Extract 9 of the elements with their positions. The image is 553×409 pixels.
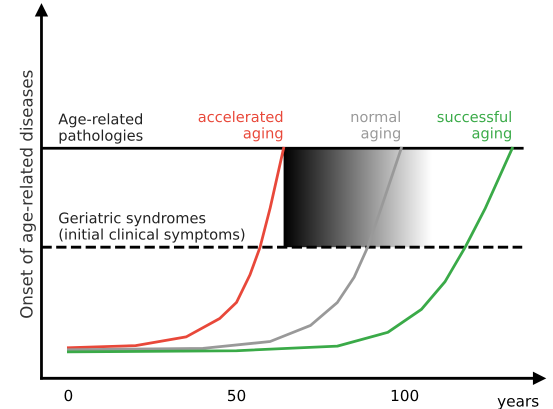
ref-line-label: Age-related pathologies [58,113,143,144]
x-tick-label: 0 [64,390,72,402]
x-tick-label: 50 [228,390,246,402]
series-label: normal aging [352,110,400,142]
series-label: accelerated aging [198,110,282,142]
y-axis-title: Onset of age-related diseases [20,70,36,318]
series-label: successful aging [438,110,511,142]
ref-line-label: Geriatric syndromes (initial clinical symptoms) [59,212,244,243]
x-tick-label: 100 [392,390,418,402]
